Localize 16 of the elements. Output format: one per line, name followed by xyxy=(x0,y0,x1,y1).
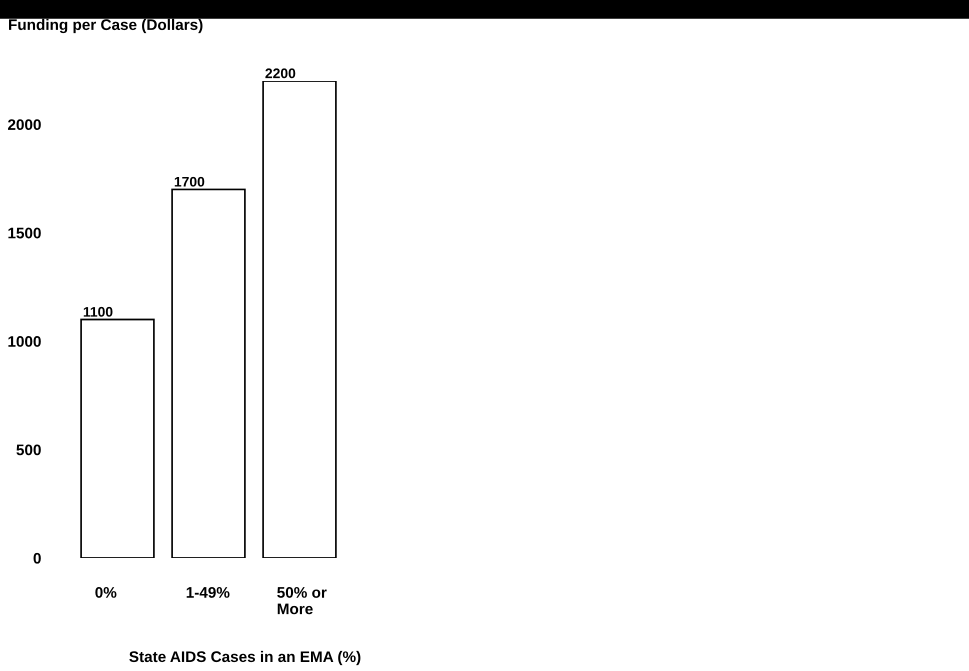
x-tick-label: 0% xyxy=(95,587,116,598)
data-label: 1700 xyxy=(174,176,204,187)
data-label: 1100 xyxy=(84,306,112,317)
y-axis-title: Funding per Case (Dollars) xyxy=(9,18,202,34)
bar xyxy=(80,318,155,558)
bar xyxy=(171,188,246,558)
x-tick-label: 1-49% xyxy=(186,587,230,598)
y-tick-label: 0 xyxy=(34,552,41,564)
bar xyxy=(262,81,337,558)
x-axis-title: State AIDS Cases in an EMA (%) xyxy=(129,650,360,666)
data-label: 2200 xyxy=(265,68,296,78)
y-tick-label: 500 xyxy=(16,444,41,456)
y-tick-label: 1000 xyxy=(8,336,41,347)
y-tick-label: 2000 xyxy=(8,119,41,130)
x-tick-label: 50% or More xyxy=(277,587,327,614)
y-tick-label: 1500 xyxy=(8,228,41,238)
